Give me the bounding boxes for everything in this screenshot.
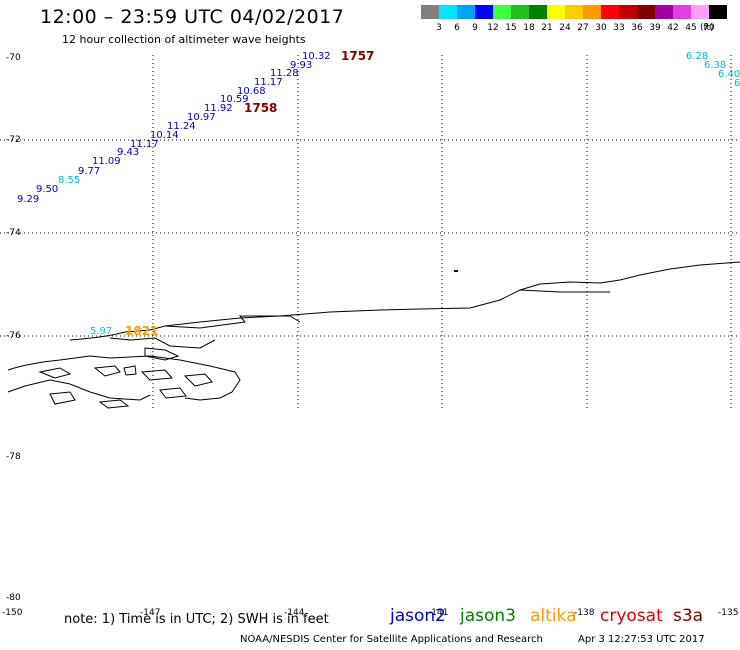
- lon-label: -138: [574, 608, 595, 618]
- wave-height-label: 6: [734, 78, 740, 89]
- wave-height-label: 6.40: [718, 69, 740, 80]
- legend-swatch: [421, 5, 439, 19]
- wave-height-label: 9.29: [17, 194, 40, 205]
- legend-units: (ft): [700, 23, 714, 33]
- lon-label: -141: [428, 608, 449, 618]
- wave-height-label: 9.50: [36, 184, 59, 195]
- lon-label: -144: [284, 608, 305, 618]
- legend-swatch: [619, 5, 637, 19]
- wave-height-label: 10.97: [187, 112, 216, 123]
- wave-height-label: 11.28: [270, 68, 299, 79]
- legend-label: 12: [487, 23, 499, 33]
- wave-height-label: 9.93: [290, 60, 313, 71]
- map-subtitle: 12 hour collection of altimeter wave hei…: [62, 33, 306, 46]
- legend-label: 39: [649, 23, 661, 33]
- lat-label: -78: [6, 452, 21, 462]
- wave-height-label: 10.68: [237, 86, 266, 97]
- wave-height-label: 11.09: [92, 156, 121, 167]
- satellite-jason2: jason2: [390, 606, 446, 626]
- legend-swatch: [601, 5, 619, 19]
- legend-label: 3: [436, 23, 442, 33]
- legend-swatch: [655, 5, 673, 19]
- legend-label: 42: [667, 23, 679, 33]
- wave-height-label: 5.97: [90, 326, 113, 337]
- lon-label: -135: [718, 608, 739, 618]
- map-title: 12:00 – 23:59 UTC 04/02/2017: [40, 6, 345, 28]
- wave-height-label: 8.55: [58, 175, 81, 186]
- legend-swatch: [439, 5, 457, 19]
- wave-height-label: 11.17: [130, 139, 159, 150]
- generated-timestamp: Apr 3 12:27:53 UTC 2017: [578, 634, 705, 645]
- wave-height-label: 10.32: [302, 51, 331, 62]
- satellite-cryosat: cryosat: [600, 606, 663, 626]
- legend-label: 45: [685, 23, 697, 33]
- legend-label: 21: [541, 23, 553, 33]
- legend-label: 36: [631, 23, 643, 33]
- lon-label: -147: [140, 608, 161, 618]
- pass-time-label: 1757: [341, 49, 375, 63]
- satellite-altika: altika: [530, 606, 577, 626]
- legend-swatch: [529, 5, 547, 19]
- pass-time-label: 1758: [244, 101, 278, 115]
- credit-text: NOAA/NESDIS Center for Satellite Applica…: [240, 634, 543, 645]
- satellite-s3a: s3a: [673, 606, 704, 626]
- wave-height-label: 11.92: [204, 103, 233, 114]
- legend-label: 24: [559, 23, 571, 33]
- legend-swatch: [475, 5, 493, 19]
- legend-label: 30: [595, 23, 607, 33]
- legend-label: 9: [472, 23, 478, 33]
- wave-height-label: 11.17: [254, 77, 283, 88]
- legend-swatch: [511, 5, 529, 19]
- wave-height-label: 10.14: [150, 130, 179, 141]
- legend-swatch: [565, 5, 583, 19]
- graticule: [0, 55, 740, 408]
- legend-label: 15: [505, 23, 517, 33]
- legend-swatch: [493, 5, 511, 19]
- legend-swatch: [637, 5, 655, 19]
- legend-label: 6: [454, 23, 460, 33]
- coastline: [7, 261, 740, 409]
- legend-label: 33: [613, 23, 625, 33]
- legend-swatch: [709, 5, 727, 19]
- legend-label: 18: [523, 23, 535, 33]
- lat-label: -70: [6, 53, 21, 63]
- wave-height-label: 6.28: [686, 51, 709, 62]
- lat-label: -76: [6, 331, 21, 341]
- legend-swatch: [691, 5, 709, 19]
- lon-label: -150: [2, 608, 23, 618]
- wave-height-label: 6.38: [704, 60, 727, 71]
- legend-swatch: [547, 5, 565, 19]
- pass-time-label: 1821: [125, 324, 159, 338]
- legend-swatch: [457, 5, 475, 19]
- footnote: note: 1) Time is in UTC; 2) SWH is in fe…: [64, 612, 329, 627]
- legend-swatch: [673, 5, 691, 19]
- legend-label: 27: [577, 23, 589, 33]
- wave-height-label: 9.43: [117, 147, 140, 158]
- legend-label: 70: [703, 23, 715, 33]
- lat-label: -80: [6, 593, 21, 603]
- wave-height-label: 11.24: [167, 121, 196, 132]
- legend-swatch: [583, 5, 601, 19]
- lat-label: -74: [6, 228, 21, 238]
- satellite-jason3: jason3: [460, 606, 516, 626]
- wave-height-label: 9.77: [78, 166, 101, 177]
- lat-label: -72: [6, 135, 21, 145]
- wave-height-label: 10.59: [220, 94, 249, 105]
